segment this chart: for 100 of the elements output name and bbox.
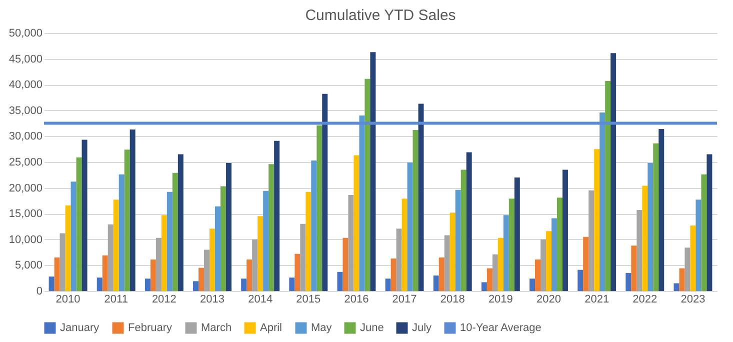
bar bbox=[172, 172, 178, 291]
bar bbox=[674, 283, 680, 291]
bar bbox=[481, 282, 487, 291]
bar bbox=[108, 224, 114, 291]
bar bbox=[701, 174, 707, 291]
bar bbox=[438, 257, 444, 291]
bar bbox=[556, 198, 562, 291]
bar bbox=[588, 190, 594, 291]
bar bbox=[289, 278, 295, 291]
bar bbox=[144, 278, 150, 291]
x-tick-label: 2018 bbox=[440, 294, 465, 306]
bar bbox=[65, 205, 71, 291]
bar bbox=[300, 224, 306, 291]
bar bbox=[684, 248, 690, 291]
bar bbox=[433, 276, 439, 291]
bar bbox=[364, 78, 370, 291]
bar bbox=[161, 215, 167, 291]
x-tick-label: 2016 bbox=[344, 294, 369, 306]
bar bbox=[246, 260, 252, 291]
bar bbox=[48, 276, 54, 291]
y-tick-label: 20,000 bbox=[8, 182, 42, 194]
bar bbox=[551, 218, 557, 291]
x-tick-label: 2022 bbox=[632, 294, 658, 306]
x-tick-label: 2023 bbox=[680, 294, 706, 306]
bar bbox=[530, 278, 536, 291]
bar bbox=[385, 278, 391, 291]
y-tick-label: 15,000 bbox=[8, 208, 42, 220]
legend-label: April bbox=[260, 322, 282, 334]
legend-label: June bbox=[360, 322, 384, 334]
y-tick-label: 10,000 bbox=[8, 234, 42, 246]
y-tick-label: 50,000 bbox=[8, 28, 42, 40]
bar bbox=[626, 272, 632, 291]
bar bbox=[631, 246, 637, 291]
bar bbox=[166, 192, 172, 291]
x-tick-label: 2017 bbox=[392, 294, 417, 306]
bar bbox=[610, 53, 616, 291]
bar bbox=[396, 228, 402, 291]
bar bbox=[594, 149, 600, 291]
bar bbox=[342, 238, 348, 291]
bar bbox=[498, 238, 504, 291]
bar bbox=[562, 170, 568, 291]
bar bbox=[679, 268, 685, 291]
bar bbox=[198, 268, 204, 291]
bar bbox=[348, 195, 354, 291]
bar bbox=[508, 198, 514, 291]
bar bbox=[412, 130, 418, 291]
bar bbox=[486, 268, 492, 291]
bar bbox=[76, 157, 82, 291]
chart-title: Cumulative YTD Sales bbox=[305, 7, 456, 24]
bar bbox=[605, 80, 611, 291]
bar bbox=[450, 212, 456, 291]
bar bbox=[466, 152, 472, 291]
bar bbox=[70, 182, 76, 291]
bar bbox=[658, 128, 664, 291]
bar bbox=[540, 239, 546, 291]
bar bbox=[642, 186, 648, 291]
bar bbox=[653, 143, 659, 291]
y-tick-label: 0 bbox=[36, 286, 42, 298]
x-tick-label: 2020 bbox=[536, 294, 561, 306]
bar bbox=[402, 198, 408, 291]
legend-label: July bbox=[412, 322, 432, 334]
bar bbox=[316, 125, 322, 291]
bar bbox=[150, 260, 156, 291]
bar bbox=[354, 155, 360, 291]
bar bbox=[263, 190, 269, 291]
y-tick-label: 35,000 bbox=[8, 104, 42, 117]
x-tick-label: 2014 bbox=[248, 294, 273, 306]
bar bbox=[359, 116, 365, 291]
bar bbox=[204, 250, 210, 291]
bar bbox=[294, 254, 300, 291]
bar bbox=[124, 150, 130, 291]
bar bbox=[578, 270, 584, 291]
bar bbox=[118, 174, 124, 291]
bar bbox=[455, 190, 461, 291]
bar bbox=[156, 238, 162, 291]
bar bbox=[306, 192, 312, 291]
legend-label: January bbox=[60, 322, 100, 334]
bar bbox=[390, 258, 396, 291]
bar bbox=[535, 260, 541, 291]
bar bbox=[241, 278, 247, 291]
bar bbox=[492, 254, 498, 291]
bar bbox=[503, 215, 509, 291]
bar bbox=[220, 186, 226, 291]
x-tick-label: 2011 bbox=[104, 294, 128, 306]
bar bbox=[102, 255, 108, 291]
bar bbox=[337, 272, 343, 291]
bar bbox=[54, 257, 60, 291]
bar bbox=[514, 177, 520, 291]
bar bbox=[113, 200, 119, 291]
bar bbox=[690, 225, 696, 291]
bar bbox=[252, 239, 258, 291]
bar bbox=[583, 236, 589, 291]
x-tick-label: 2015 bbox=[296, 294, 321, 306]
bar bbox=[418, 104, 424, 291]
bar bbox=[96, 278, 102, 291]
y-tick-label: 5,000 bbox=[14, 260, 42, 272]
bar bbox=[407, 162, 413, 291]
bar bbox=[696, 200, 702, 291]
legend-label: March bbox=[201, 322, 232, 334]
y-tick-label: 25,000 bbox=[8, 156, 42, 168]
